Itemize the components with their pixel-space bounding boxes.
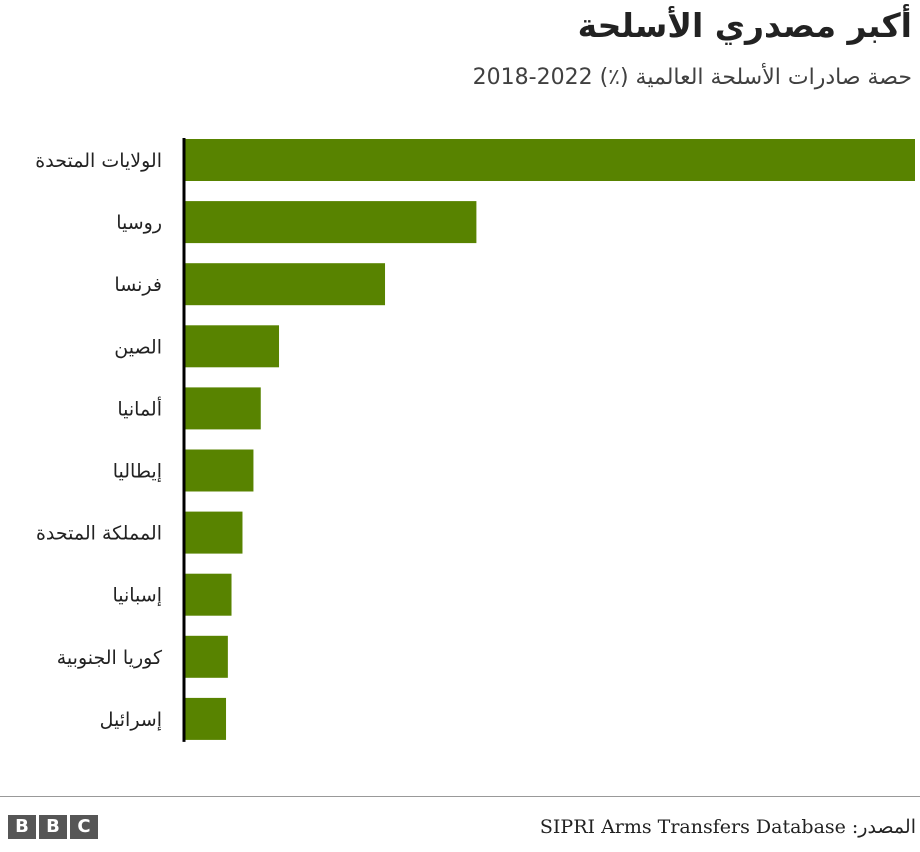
- bar: [184, 263, 386, 306]
- category-label: الصين: [114, 336, 162, 358]
- chart-subtitle: حصة صادرات الأسلحة العالمية (٪) 2022-201…: [472, 65, 912, 90]
- bar: [184, 697, 227, 740]
- category-label: إسرائيل: [100, 709, 162, 732]
- bbc-logo-letter: C: [70, 815, 98, 839]
- footer-divider: [0, 796, 920, 797]
- category-label: إيطاليا: [113, 461, 162, 484]
- category-label: ألمانيا: [117, 396, 162, 420]
- bar: [184, 325, 280, 368]
- bars-layer: [184, 139, 915, 740]
- bbc-logo-letter: B: [8, 815, 36, 839]
- bar: [184, 139, 915, 181]
- bar: [184, 387, 261, 430]
- category-label: فرنسا: [114, 274, 162, 296]
- bar: [184, 573, 232, 616]
- bar: [184, 201, 477, 244]
- source-text: SIPRI Arms Transfers Database: [539, 816, 846, 838]
- bar-chart: الولايات المتحدة روسيا فرنسا الصين ألمانيا إي…: [35, 138, 915, 742]
- source-label: المصدر:: [851, 816, 916, 838]
- category-label: روسيا: [116, 212, 162, 234]
- category-label: الولايات المتحدة: [35, 150, 162, 172]
- bbc-logo-letter: B: [39, 815, 67, 839]
- bar: [184, 511, 243, 554]
- category-label: المملكة المتحدة: [36, 523, 162, 545]
- category-label: كوريا الجنوبية: [57, 647, 163, 669]
- chart-title: أكبر مصدري الأسلحة: [577, 6, 912, 45]
- bbc-logo: B B C: [8, 815, 98, 839]
- category-label: إسبانيا: [112, 585, 162, 608]
- category-labels: الولايات المتحدة روسيا فرنسا الصين ألمانيا إي…: [35, 150, 163, 732]
- source-note: المصدر:SIPRI Arms Transfers Database: [540, 813, 916, 841]
- bar: [184, 635, 228, 678]
- bar: [184, 449, 254, 492]
